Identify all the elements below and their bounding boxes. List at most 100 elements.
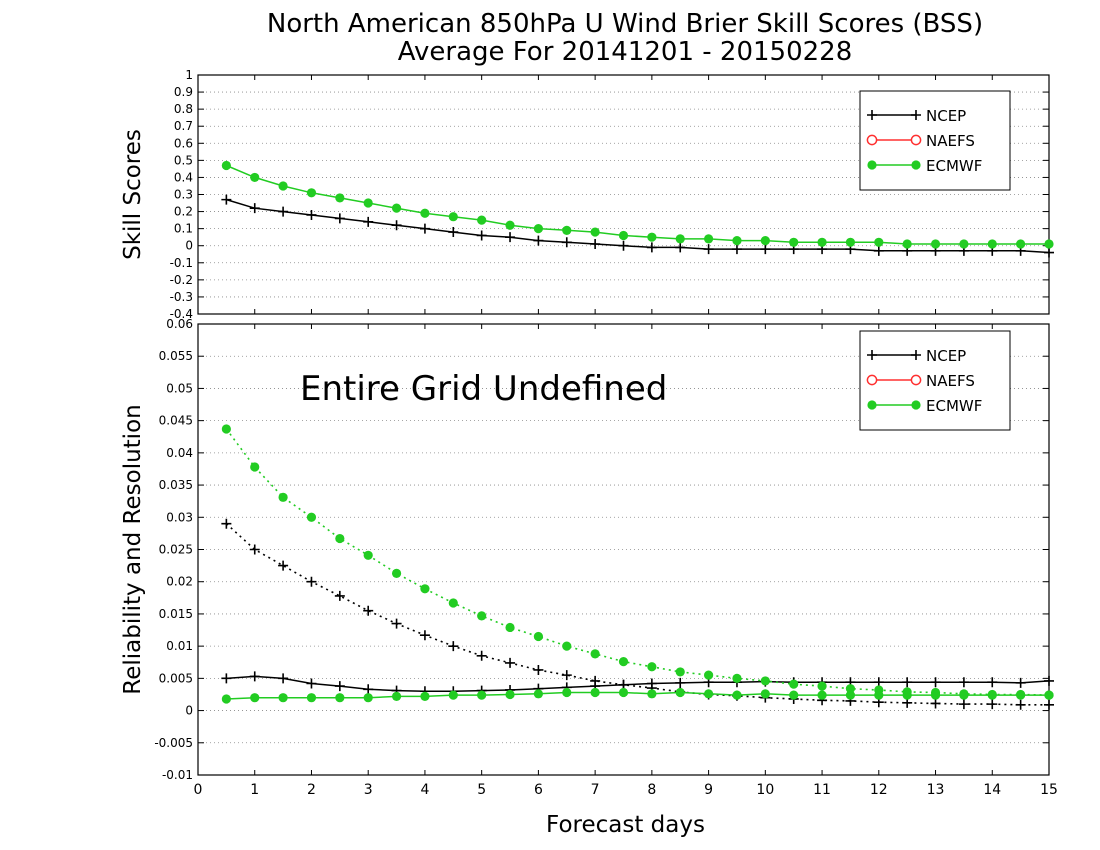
y-tick-label: 0.035 — [159, 478, 193, 492]
x-tick-label: 3 — [364, 782, 373, 798]
y-tick-label: 0.005 — [159, 671, 193, 685]
legend-marker-ncep — [867, 350, 877, 360]
reliability-resolution-panel: -0.01 -0.005 0 0.005 0.01 0.015 0.02 0.025 0.03 0… — [120, 317, 1058, 838]
data-point-ncep — [334, 590, 345, 601]
data-point-ecmwf — [704, 689, 714, 699]
legend-marker-naefs — [910, 134, 922, 146]
annotation-text: Entire Grid Undefined — [300, 369, 667, 409]
data-point-ecmwf — [391, 691, 402, 701]
data-point-ecmwf — [987, 689, 997, 700]
data-point-ecmwf — [930, 239, 941, 249]
series-line-ncep-dotted — [225, 523, 1049, 706]
data-point-ncep — [873, 245, 884, 256]
legend-marker-ncep — [911, 110, 921, 120]
y-tick-label: 0.2 — [174, 205, 193, 219]
data-point-ncep — [249, 203, 260, 214]
series-line-ecmwf-solid — [226, 164, 1049, 245]
data-point-ecmwf — [902, 687, 912, 697]
y-tick-label: -0.005 — [154, 736, 193, 750]
data-point-ecmwf — [335, 693, 345, 703]
y-tick-label: 1 — [185, 68, 193, 82]
y-tick-label: 0.8 — [174, 102, 193, 116]
y-tick-label: 0.015 — [159, 607, 193, 621]
data-point-ecmwf — [250, 172, 260, 183]
data-point-ecmwf — [704, 670, 714, 680]
data-point-ecmwf — [647, 662, 657, 672]
x-tick-label: 6 — [534, 782, 543, 798]
data-point-ecmwf — [590, 649, 600, 659]
data-point-ecmwf — [845, 684, 856, 694]
data-point-ncep — [448, 641, 459, 652]
x-tick-label: 12 — [870, 782, 888, 798]
legend-marker-ncep — [867, 110, 877, 120]
data-point-ecmwf — [760, 689, 770, 699]
data-point-ecmwf — [477, 690, 487, 700]
data-point-ecmwf — [732, 673, 742, 683]
legend-marker-ecmwf — [911, 400, 921, 410]
data-point-ecmwf — [250, 462, 260, 472]
data-point-ecmwf — [533, 631, 544, 642]
data-point-ncep — [306, 576, 317, 587]
y-tick-label: -0.01 — [162, 768, 193, 782]
data-point-ncep — [590, 675, 601, 686]
data-point-ecmwf — [505, 689, 515, 700]
data-point-ecmwf — [618, 657, 629, 667]
x-tick-label: 4 — [420, 782, 429, 798]
data-point-ecmwf — [562, 641, 572, 651]
data-point-ecmwf — [306, 693, 317, 703]
data-point-ncep — [221, 673, 232, 684]
data-point-ecmwf — [590, 227, 600, 237]
y-tick-label: -0.2 — [170, 273, 193, 287]
data-point-ecmwf — [1044, 690, 1054, 700]
legend-label-ncep: NCEP — [926, 347, 966, 365]
y-axis-label: Skill Scores — [120, 129, 146, 260]
chart-title-line1: North American 850hPa U Wind Brier Skill… — [267, 9, 983, 39]
data-point-ncep — [902, 677, 913, 688]
data-point-ecmwf — [477, 611, 487, 621]
y-tick-label: 0.6 — [174, 136, 193, 150]
data-point-ncep — [249, 671, 260, 682]
data-point-ecmwf — [760, 235, 770, 246]
y-tick-label: 0.055 — [159, 349, 193, 363]
data-point-ncep — [1044, 247, 1054, 258]
data-point-ecmwf — [221, 424, 231, 434]
data-point-ecmwf — [250, 693, 260, 703]
data-point-ncep — [278, 206, 289, 217]
data-point-ecmwf — [704, 234, 714, 244]
legend-marker-ecmwf — [911, 160, 921, 170]
data-point-ecmwf — [817, 237, 827, 247]
data-point-ncep — [221, 518, 232, 529]
data-point-ncep — [675, 242, 686, 253]
legend-label-ecmwf: ECMWF — [926, 397, 982, 415]
data-point-ncep — [618, 240, 629, 251]
data-point-ecmwf — [221, 160, 231, 171]
data-point-ecmwf — [420, 584, 430, 594]
legend-marker-ecmwf — [867, 400, 877, 410]
y-axis-label: Reliability and Resolution — [120, 404, 146, 694]
data-point-ecmwf — [845, 690, 856, 700]
y-tick-label: 0.025 — [159, 543, 193, 557]
y-tick-label: 0.04 — [166, 446, 193, 460]
data-point-ecmwf — [732, 690, 742, 700]
data-point-ecmwf — [817, 681, 827, 691]
x-tick-label: 5 — [477, 782, 486, 798]
data-point-ecmwf — [675, 234, 685, 244]
data-point-ncep — [760, 244, 771, 255]
legend: NCEP NAEFS ECMWF — [859, 330, 1011, 431]
data-point-ecmwf — [618, 230, 629, 241]
data-point-ecmwf — [959, 239, 969, 249]
data-point-ncep — [363, 684, 374, 695]
x-tick-label: 1 — [250, 782, 259, 798]
legend-marker-ncep — [911, 350, 921, 360]
data-point-ncep — [391, 618, 402, 629]
legend-label-naefs: NAEFS — [926, 132, 975, 150]
y-tick-label: -0.3 — [170, 290, 193, 304]
data-point-ncep — [987, 699, 998, 710]
data-point-ncep — [703, 244, 714, 255]
y-tick-label: 0.03 — [166, 510, 193, 524]
data-point-ncep — [561, 670, 572, 681]
data-point-ecmwf — [562, 225, 572, 235]
x-tick-label: 7 — [591, 782, 600, 798]
data-point-ncep — [1044, 675, 1054, 686]
y-tick-label: 0.06 — [166, 317, 193, 331]
